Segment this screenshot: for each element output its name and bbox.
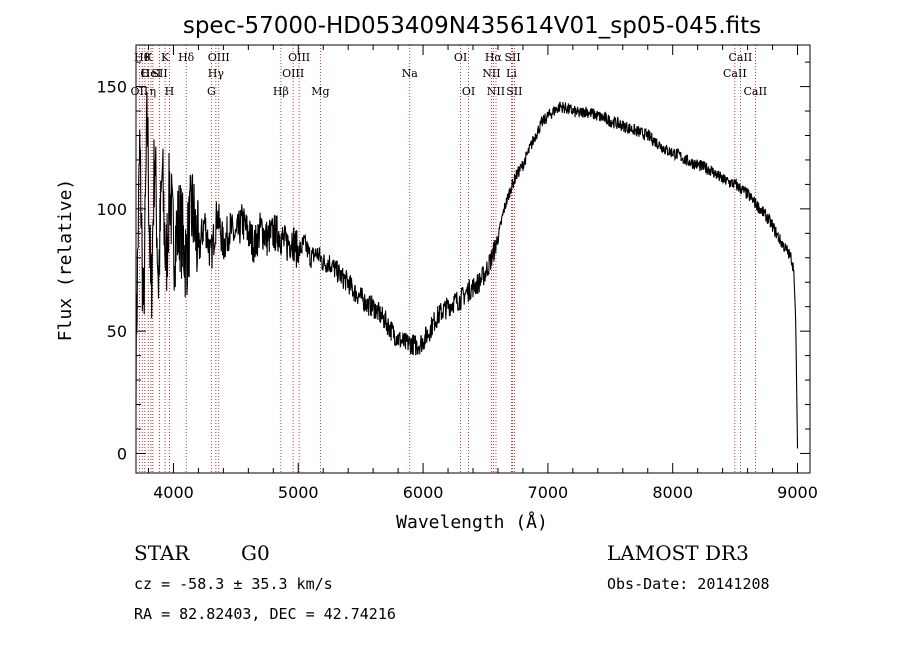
line-label: G [207, 85, 216, 98]
x-tick-label: 8000 [652, 483, 693, 502]
spectral-line-markers [138, 45, 756, 473]
line-label: NII [487, 85, 505, 98]
line-label: Mg [311, 85, 329, 98]
line-label: H [165, 85, 175, 98]
line-label: Hθ [134, 51, 151, 64]
y-tick-label: 150 [96, 78, 127, 97]
line-label: K [161, 51, 170, 64]
redshift-info: cz = -58.3 ± 35.3 km/s [134, 575, 333, 593]
line-label: OIII [288, 51, 310, 64]
line-label: OIII [208, 51, 230, 64]
y-axis-ticks: 0 50 100 150 [96, 61, 810, 463]
object-subclass: G0 [241, 541, 270, 565]
line-label: Na [402, 67, 419, 80]
x-tick-label: 4000 [153, 483, 194, 502]
flux-series-line [135, 91, 799, 449]
line-label: Hα [485, 51, 503, 64]
x-tick-label: 9000 [777, 483, 818, 502]
y-tick-label: 0 [117, 444, 127, 463]
line-label: O [140, 67, 149, 80]
x-axis-ticks: 4000 5000 6000 7000 8000 9000 [147, 45, 818, 502]
x-tick-label: 5000 [278, 483, 319, 502]
survey-name: LAMOST DR3 [607, 541, 749, 565]
spectral-line-labels: OIIHθOKHeIηSIIKHHδHγGOIIIHβOIIIOIIIMgNaO… [131, 51, 768, 98]
x-tick-label: 6000 [403, 483, 444, 502]
line-label: HeI [141, 67, 161, 80]
coordinates-info: RA = 82.82403, DEC = 42.74216 [134, 605, 396, 623]
x-axis-label: Wavelength (Å) [396, 511, 548, 533]
x-tick-label: 7000 [528, 483, 569, 502]
line-label: SII [151, 67, 167, 80]
line-label: Hδ [178, 51, 195, 64]
plot-frame [135, 44, 811, 474]
y-axis-label: Flux (relative) [55, 179, 76, 342]
line-label: CaII [743, 85, 767, 98]
y-tick-label: 50 [107, 322, 127, 341]
line-label: Hβ [273, 85, 289, 98]
line-label: SII [506, 85, 522, 98]
line-label: OI [454, 51, 467, 64]
line-label: OI [462, 85, 475, 98]
line-label: SII [504, 51, 520, 64]
y-tick-label: 100 [96, 200, 127, 219]
line-label: OIII [282, 67, 304, 80]
object-class: STAR [134, 541, 190, 565]
line-label: CaII [729, 51, 753, 64]
observation-date: Obs-Date: 20141208 [607, 575, 770, 593]
line-label: η [150, 85, 157, 98]
line-label: OII [131, 85, 149, 98]
line-label: K [144, 51, 153, 64]
line-label: NII [482, 67, 500, 80]
line-label: Hγ [208, 67, 225, 80]
chart-title: spec-57000-HD053409N435614V01_sp05-045.f… [183, 13, 761, 39]
line-label: CaII [723, 67, 747, 80]
line-label: Li [506, 67, 517, 80]
